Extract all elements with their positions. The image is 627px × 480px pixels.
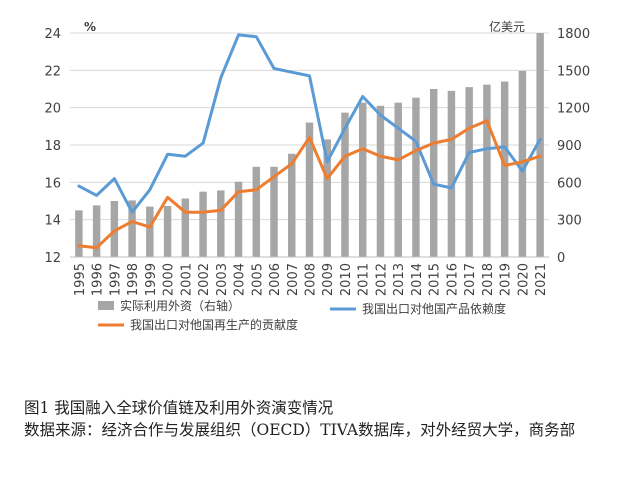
left-axis-tick-label: 20 <box>44 102 61 117</box>
left-axis-tick-label: 12 <box>44 251 61 266</box>
x-tick-label: 2002 <box>197 263 212 296</box>
x-tick-label: 2008 <box>304 263 319 296</box>
bar <box>500 81 509 258</box>
bar <box>128 200 136 257</box>
x-tick-label: 2005 <box>250 263 265 296</box>
x-tick-label: 2011 <box>357 263 372 296</box>
left-axis-tick-label: 16 <box>44 176 61 191</box>
x-tick-label: 2001 <box>179 263 194 296</box>
bar <box>305 122 314 257</box>
axes: 12 14 16 18 20 22 24 0 300 600 900 1200 1500 1800% 亿美元… <box>44 19 590 296</box>
x-tick-label: 2006 <box>268 263 283 296</box>
bar <box>376 105 385 257</box>
bar <box>270 166 278 257</box>
x-tick-label: 1996 <box>91 263 106 296</box>
bar <box>110 201 119 257</box>
legend-swatch-bar <box>98 301 114 310</box>
chart: 12 14 16 18 20 22 24 0 300 600 900 1200 1500 1800% 亿美元… <box>44 19 590 332</box>
bar <box>92 205 101 257</box>
right-axis-tick-label: 1500 <box>557 64 590 79</box>
x-tick-label: 2013 <box>392 263 407 296</box>
figure-caption-title: 图1 我国融入全球价值链及利用外资演变情况 <box>24 399 334 417</box>
right-axis-unit: 亿美元 <box>489 19 525 34</box>
bar <box>536 33 544 257</box>
bar <box>75 210 83 257</box>
right-axis-tick-label: 0 <box>557 251 565 266</box>
bar <box>394 102 402 257</box>
bar <box>518 70 527 257</box>
right-axis-tick-label: 900 <box>557 139 582 154</box>
bar <box>323 139 331 257</box>
x-tick-label: 1997 <box>108 263 123 296</box>
bar <box>412 97 420 257</box>
x-tick-label: 1998 <box>126 263 141 296</box>
bar <box>358 102 367 257</box>
x-tick-label: 2014 <box>410 263 425 296</box>
bar <box>163 205 172 257</box>
bar <box>234 181 243 257</box>
x-tick-label: 2004 <box>233 263 248 296</box>
left-axis-tick-label: 18 <box>44 139 61 154</box>
right-axis-tick-label: 300 <box>557 214 582 229</box>
line-export-dependence <box>77 33 542 214</box>
line-series-group <box>77 33 542 250</box>
right-axis-tick-label: 1800 <box>557 27 590 42</box>
x-tick-label: 2009 <box>321 263 336 296</box>
bar <box>146 206 154 257</box>
bar <box>217 190 225 257</box>
x-tick-label: 2007 <box>286 263 301 296</box>
bar-series-foreign-investment <box>75 33 544 258</box>
line-export-contribution <box>77 119 542 250</box>
bar <box>199 191 207 257</box>
bar <box>341 112 349 258</box>
x-tick-label: 2018 <box>481 263 496 296</box>
x-tick-label: 2017 <box>463 263 478 296</box>
left-axis-unit: % <box>84 20 96 34</box>
bar <box>252 166 261 257</box>
x-tick-label: 1999 <box>144 263 159 296</box>
x-tick-label: 2021 <box>534 263 549 296</box>
x-tick-label: 1995 <box>73 263 88 296</box>
x-tick-label: 2010 <box>339 263 354 296</box>
left-axis-tick-label: 14 <box>44 214 61 229</box>
x-tick-label: 2020 <box>516 263 531 296</box>
x-tick-label: 2012 <box>374 263 389 296</box>
x-tick-label: 2015 <box>428 263 443 296</box>
bar <box>429 89 438 257</box>
figure-caption-source: 数据来源：经济合作与发展组织（OECD）TIVA数据库，对外经贸大学，商务部 <box>24 421 576 439</box>
right-axis-tick-label: 1200 <box>557 102 590 117</box>
bar <box>483 84 491 258</box>
bar <box>447 90 456 257</box>
bar <box>181 198 190 257</box>
x-tick-label: 2000 <box>162 263 177 296</box>
right-axis-tick-label: 600 <box>557 176 582 191</box>
legend-label: 我国出口对他国产品依赖度 <box>362 301 506 316</box>
bar <box>465 87 473 257</box>
left-axis-tick-label: 22 <box>44 64 61 79</box>
left-axis-tick-label: 24 <box>44 27 61 42</box>
x-tick-label: 2019 <box>499 263 514 296</box>
legend-label: 实际利用外资（右轴） <box>120 298 240 313</box>
x-tick-label: 2016 <box>445 263 460 296</box>
bar <box>288 153 296 257</box>
legend-label: 我国出口对他国再生产的贡献度 <box>130 317 298 332</box>
x-tick-label: 2003 <box>215 263 230 296</box>
